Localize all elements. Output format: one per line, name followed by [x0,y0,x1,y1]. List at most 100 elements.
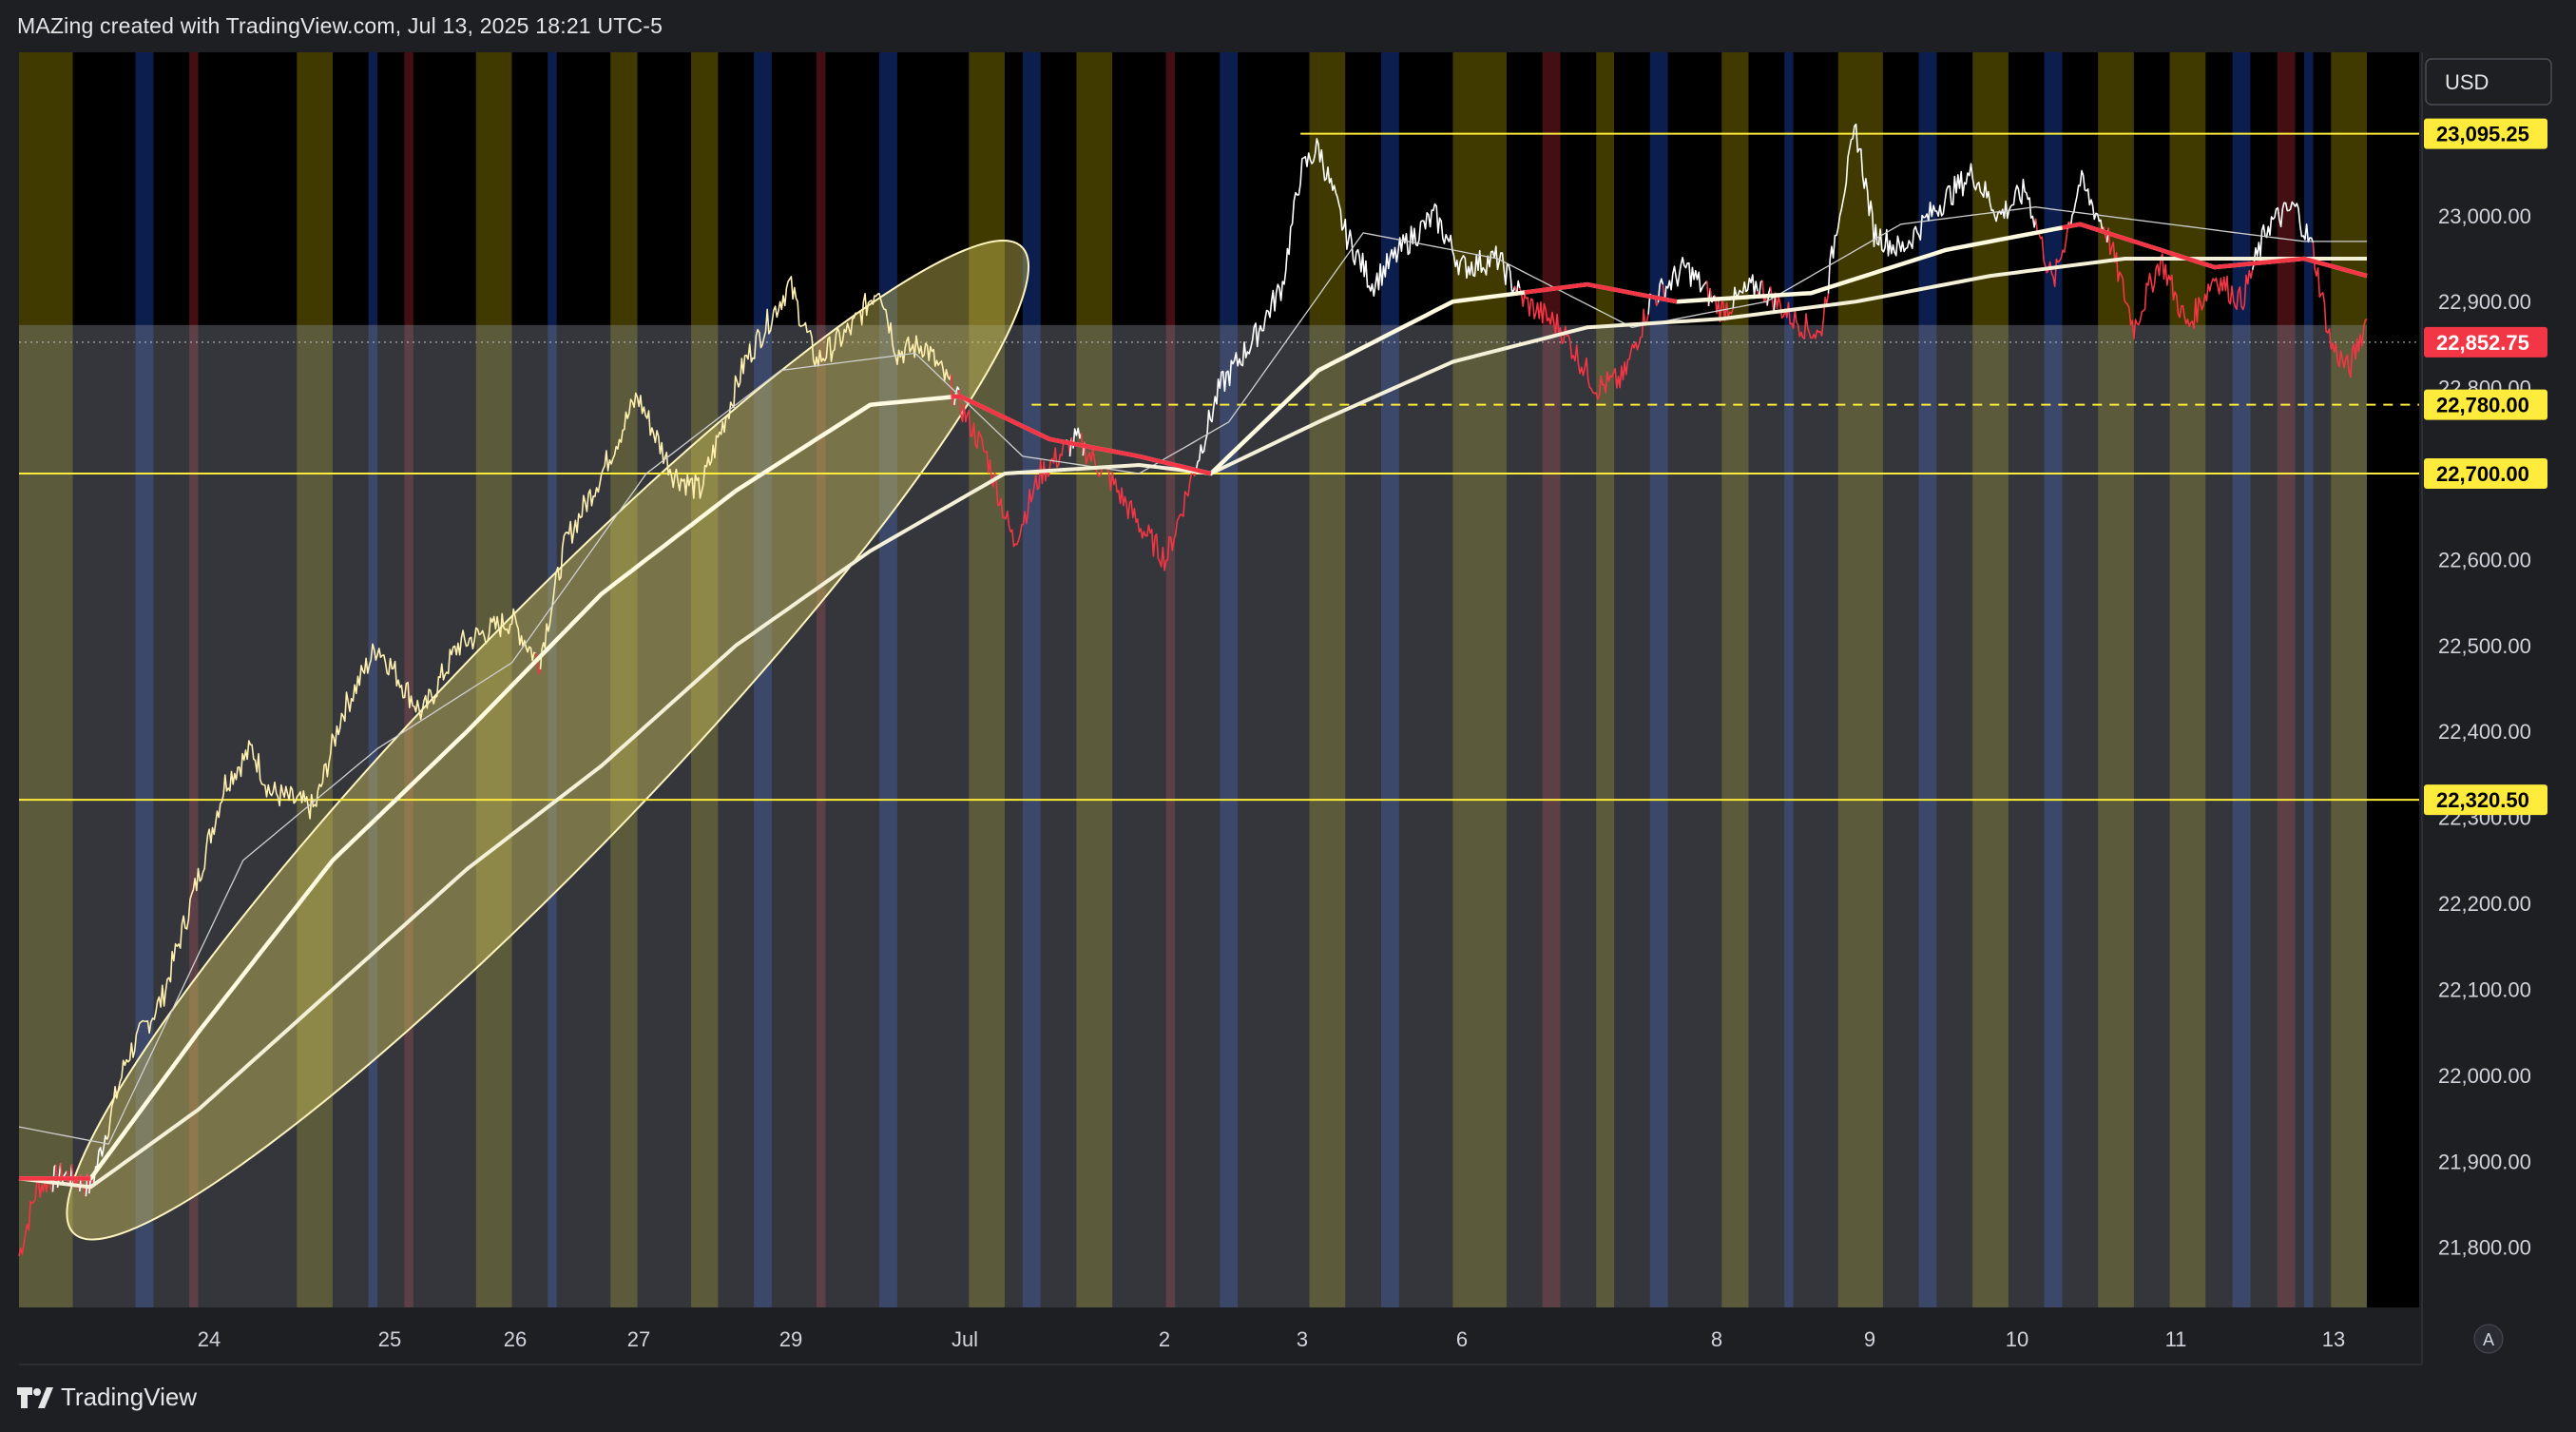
price-line-segment [1519,287,1649,400]
price-line-segment [1515,280,1521,296]
price-line-segment [1663,256,1708,301]
price-line-segment [1732,274,1759,309]
x-tick-label: 8 [1711,1327,1722,1351]
background-band-blue [368,52,378,1307]
y-tick-label: 22,600.00 [2438,548,2531,571]
tradingview-logo-icon [17,1386,53,1408]
background-band-red [189,52,199,1307]
background-band-red [817,52,826,1307]
price-line-segment [539,276,952,669]
background-band-blue [2044,52,2063,1307]
y-tick-label: 21,800.00 [2438,1236,2531,1260]
background-band-yellow [2331,52,2367,1307]
background-band-yellow [1972,52,2009,1307]
background-band-blue [1784,52,1794,1307]
background-band-red [1165,52,1176,1307]
level-badge [2424,389,2547,420]
currency-button-label: USD [2445,70,2489,94]
background-band-yellow [1721,52,1749,1307]
background-band-yellow [1596,52,1615,1307]
price-line-segment [2069,169,2105,231]
background-band-blue [2304,52,2314,1307]
x-tick-label: 25 [378,1327,401,1351]
y-tick-label: 22,000.00 [2438,1064,2531,1088]
auto-scale-button-label: A [2483,1330,2494,1349]
current-price-badge [2424,326,2547,358]
y-tick-label: 22,900.00 [2438,290,2531,314]
y-axis-background [2422,0,2576,1369]
level-badge-label: 22,700.00 [2436,462,2529,486]
price-badges: 23,095.25 22,780.00 22,700.00 22,320.50 22,8… [2424,118,2547,816]
x-tick-label: Jul [952,1327,978,1351]
background-band-yellow [1309,52,1346,1307]
price-line-segment [106,608,536,1140]
trend-ellipse [66,240,1029,1241]
x-tick-label: 10 [2006,1327,2028,1351]
price-line-segment [2107,227,2254,340]
background-band-blue [1380,52,1399,1307]
auto-scale-button[interactable] [2473,1324,2504,1354]
background-band-blue [1022,52,1041,1307]
background-band-red [1542,52,1561,1307]
plot-background [19,52,2419,1307]
background-band-blue [2232,52,2251,1307]
ma-fast-bearish-segment [1524,281,1678,304]
background-band-yellow [610,52,638,1307]
price-line-segment [1769,286,1775,314]
background-band-blue [879,52,897,1307]
background-band-blue [1918,52,1937,1307]
x-tick-label: 27 [627,1327,650,1351]
chart-header: MAZing created with TradingView.com, Jul… [17,13,663,38]
y-axis: 21,800.00 21,900.00 22,000.00 22,100.00 22,2… [19,0,2576,1369]
x-axis: 24 25 26 27 29 Jul 2 3 6 8 9 10 11 13 [0,1307,2576,1364]
background-band-red [404,52,413,1307]
current-price-badge-label: 22,852.75 [2436,331,2529,355]
background-band-blue [1220,52,1239,1307]
y-tick-label: 22,400.00 [2438,720,2531,744]
trend-ellipse-group [66,240,1029,1241]
ma-fast-bearish-segment [2062,222,2368,279]
price-line-segment [1657,278,1664,303]
background-band-blue [754,52,772,1307]
below-price-shade [19,324,2419,1308]
tradingview-brand-label: TradingView [61,1383,198,1411]
x-tick-label: 11 [2165,1327,2187,1351]
y-tick-label: 22,200.00 [2438,892,2531,916]
price-line-segment [1072,427,1083,449]
price-line-segment [1195,138,1516,471]
background-band-blue [1649,52,1668,1307]
price-line-segment [2034,218,2068,288]
y-tick-label: 23,000.00 [2438,204,2531,228]
level-badge [2424,118,2547,149]
level-badge-label: 23,095.25 [2436,123,2529,146]
x-tick-label: 6 [1456,1327,1468,1351]
level-badge-label: 22,320.50 [2436,788,2529,812]
price-line-segment [93,1134,108,1183]
y-tick-label: 21,900.00 [2438,1150,2531,1173]
price-line-segment [534,652,542,675]
price-line-segment [2312,242,2368,378]
x-axis-background [0,1307,2576,1364]
background-bands [19,52,2419,1307]
price-line-segment [18,1177,54,1257]
x-tick-label: 13 [2322,1327,2345,1351]
x-tick-label: 24 [198,1327,221,1351]
background-band-blue [135,52,154,1307]
horizontal-levels [19,132,2419,802]
price-line-segment [953,386,960,406]
background-band-yellow [1837,52,1883,1307]
background-band-yellow [969,52,1006,1307]
ma-fast-bearish-segment [951,394,1212,476]
level-badge [2424,784,2547,816]
level-badge-label: 22,780.00 [2436,394,2529,417]
background-band-yellow [1076,52,1113,1307]
price-series-group [18,123,2368,1257]
tradingview-logo[interactable]: TradingView [17,1383,197,1412]
currency-button[interactable] [2425,58,2552,106]
background-band-yellow [475,52,512,1307]
x-tick-label: 26 [504,1327,527,1351]
price-line-segment [2251,201,2315,270]
x-tick-label: 29 [779,1327,802,1351]
chart-controls: USD A [2425,58,2552,1354]
